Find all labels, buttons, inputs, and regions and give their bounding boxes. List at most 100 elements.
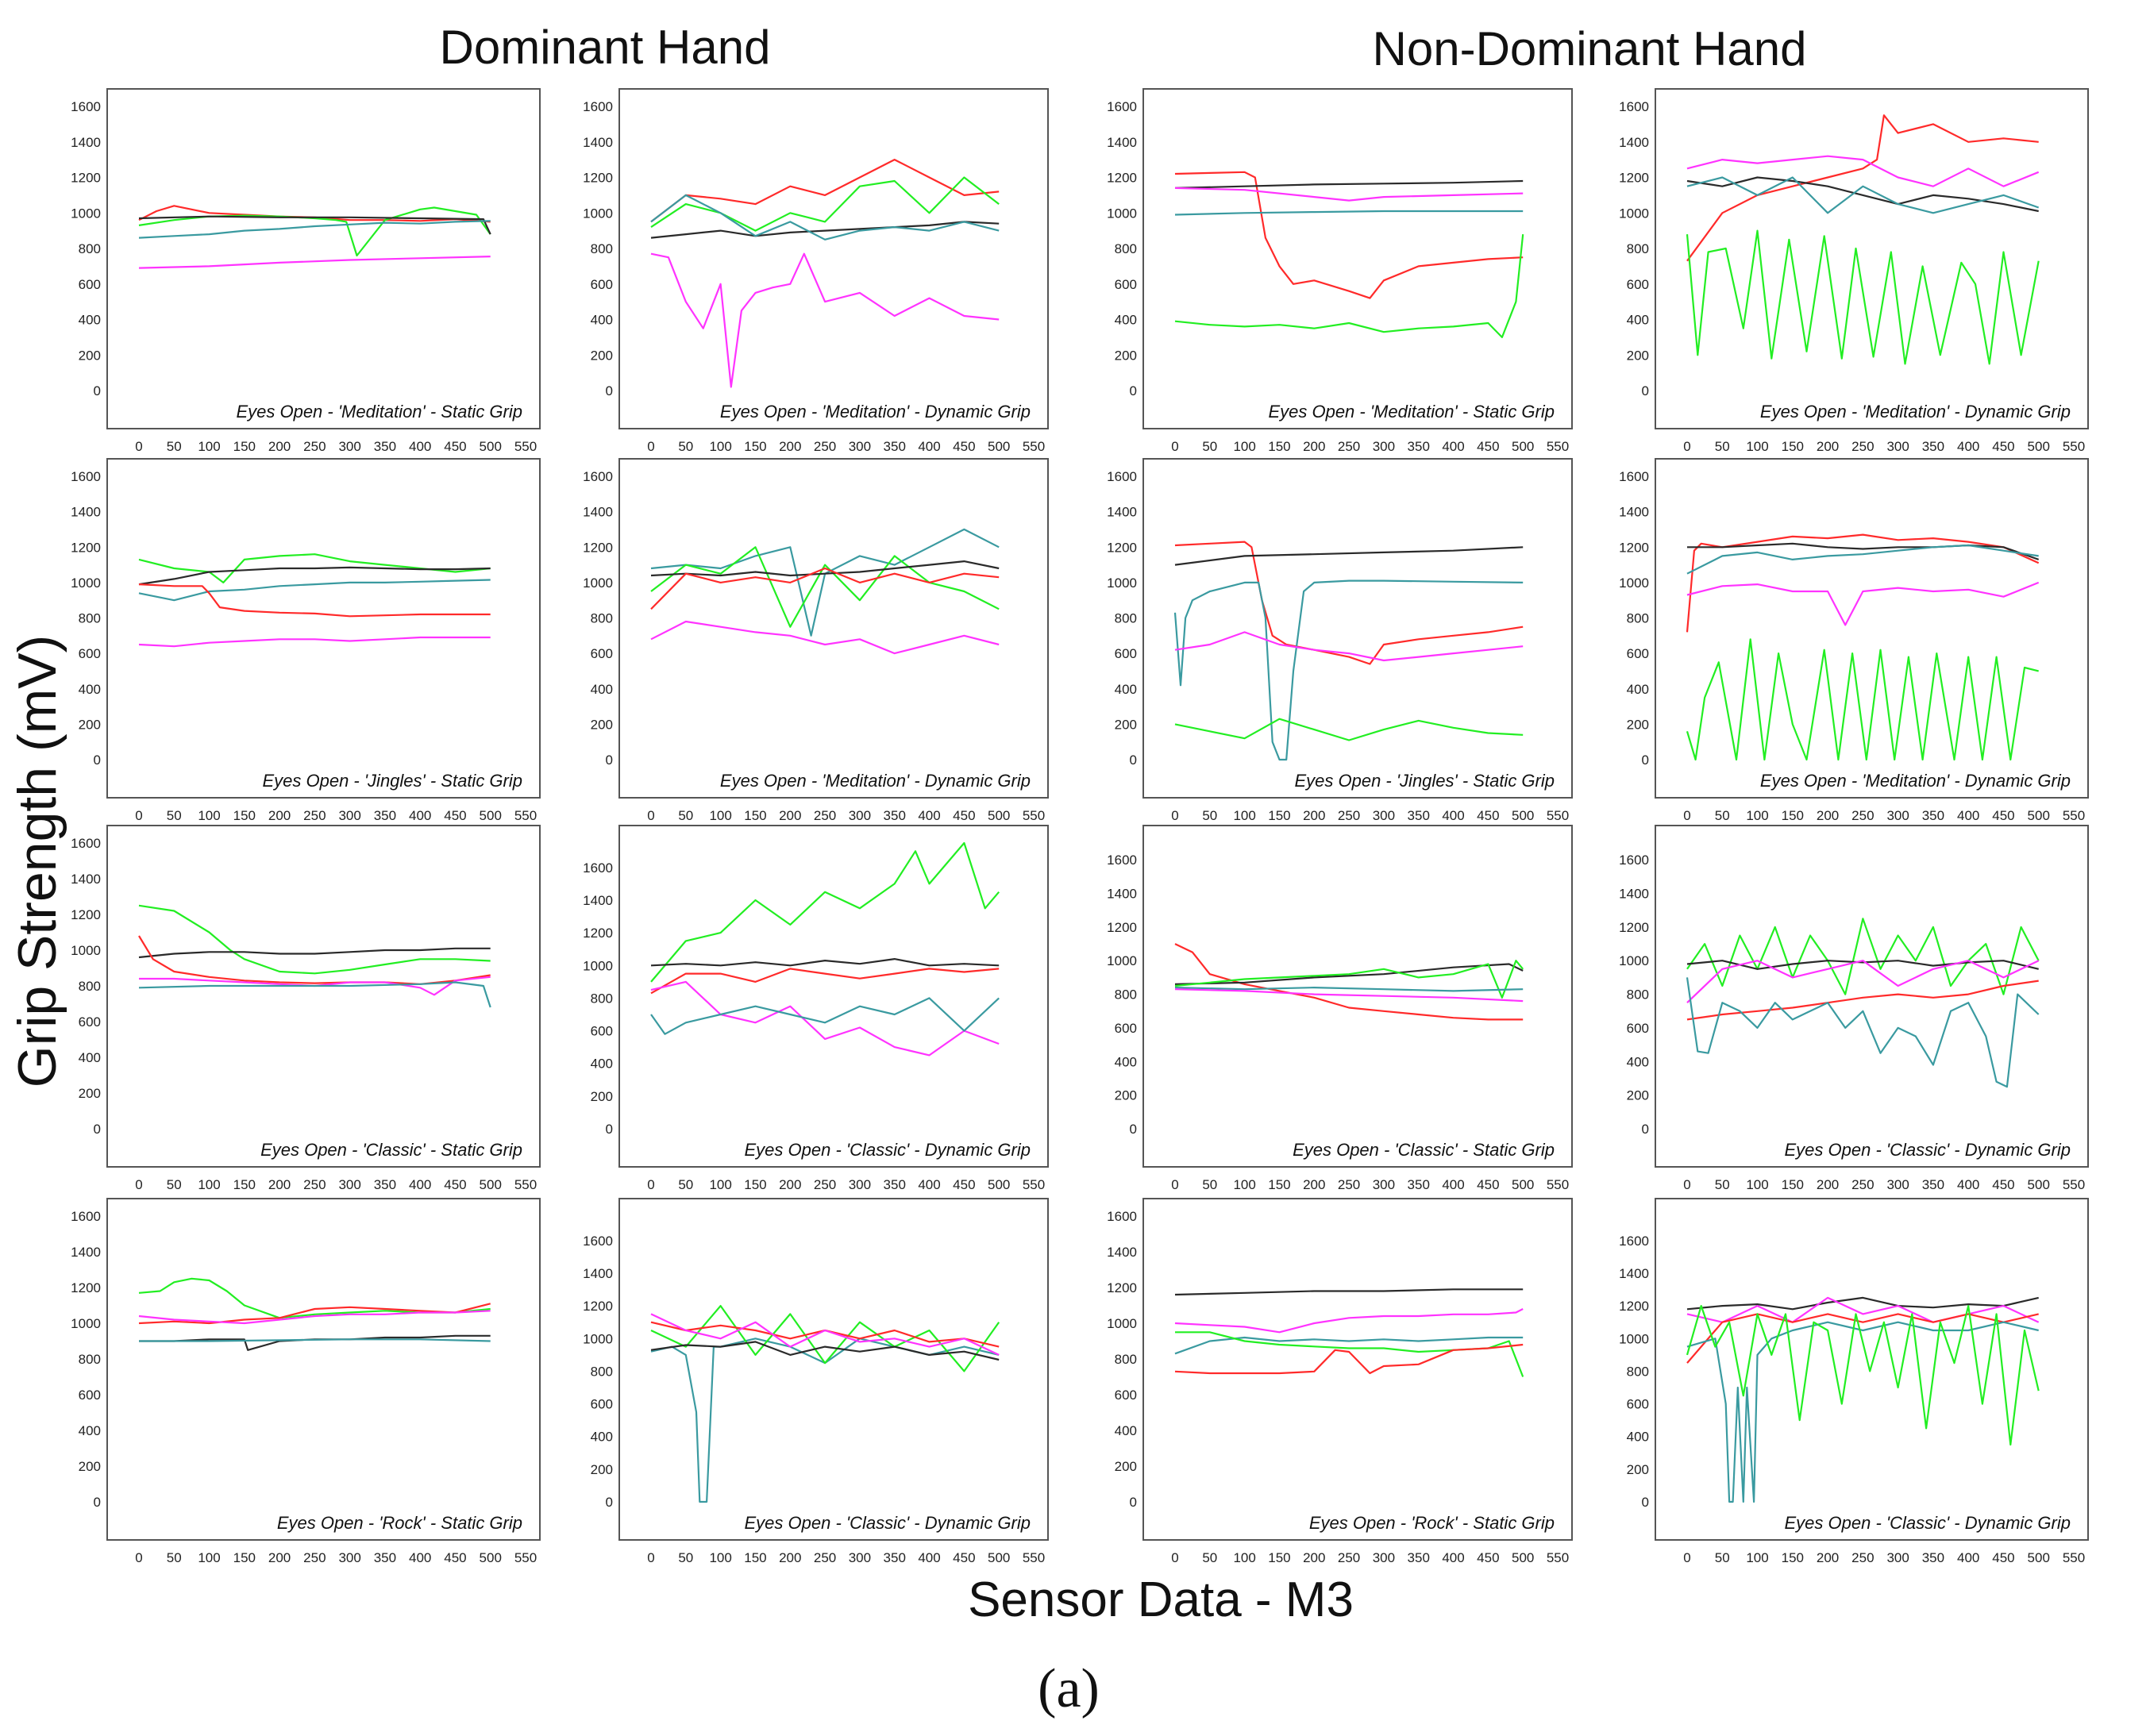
y-tick-label: 1200 bbox=[1107, 540, 1137, 555]
y-tick-label: 1400 bbox=[583, 1266, 613, 1281]
y-tick-label: 600 bbox=[1627, 277, 1649, 292]
x-tick-label: 550 bbox=[514, 808, 537, 823]
series-line-green bbox=[1686, 1304, 2040, 1446]
y-tick-label: 1000 bbox=[1619, 953, 1649, 968]
chart-panel: 0 200 400 600 800 1000 1200 1400 1600 0 50 100 150 20… bbox=[583, 1198, 1049, 1565]
x-tick-label: 300 bbox=[849, 808, 871, 823]
y-tick-label: 0 bbox=[1130, 1495, 1137, 1510]
y-tick-label: 1000 bbox=[1107, 575, 1137, 591]
y-tick-label: 1000 bbox=[583, 958, 613, 973]
series-line-black bbox=[650, 957, 1000, 967]
x-tick-label: 150 bbox=[1268, 439, 1290, 454]
x-tick-label: 150 bbox=[233, 1177, 256, 1192]
y-tick-label: 400 bbox=[591, 682, 613, 697]
y-tick-label: 1000 bbox=[71, 206, 101, 221]
x-tick-label: 400 bbox=[1442, 1550, 1464, 1565]
y-tick-label: 400 bbox=[1115, 313, 1137, 328]
y-tick-label: 200 bbox=[1115, 348, 1137, 363]
panel-frame bbox=[618, 1198, 1049, 1541]
series-line-magenta bbox=[650, 620, 1000, 655]
x-tick-label: 50 bbox=[1202, 439, 1217, 454]
panel-frame bbox=[1142, 458, 1573, 799]
series-line-black bbox=[1174, 546, 1524, 566]
x-tick-label: 400 bbox=[1442, 808, 1464, 823]
x-tick-label: 550 bbox=[1023, 808, 1045, 823]
series-line-magenta bbox=[1686, 1296, 2040, 1323]
x-tick-label: 350 bbox=[884, 808, 906, 823]
y-tick-label: 1200 bbox=[583, 926, 613, 941]
x-tick-label: 250 bbox=[814, 1550, 836, 1565]
x-tick-label: 350 bbox=[884, 1550, 906, 1565]
y-tick-label: 1000 bbox=[583, 1331, 613, 1346]
y-tick-label: 0 bbox=[1130, 753, 1137, 768]
x-tick-label: 400 bbox=[918, 808, 940, 823]
series-line-black bbox=[1687, 542, 2040, 560]
x-tick-label: 500 bbox=[480, 1550, 502, 1565]
series-line-magenta bbox=[1686, 581, 2040, 626]
series-line-magenta bbox=[650, 252, 1000, 388]
y-tick-label: 1200 bbox=[1619, 171, 1649, 186]
panel-frame bbox=[106, 1198, 541, 1541]
series-line-red bbox=[138, 1303, 491, 1325]
x-tick-label: 300 bbox=[849, 439, 871, 454]
x-tick-label: 400 bbox=[918, 1177, 940, 1192]
x-tick-label: 100 bbox=[1746, 439, 1768, 454]
x-tick-label: 300 bbox=[1886, 1550, 1909, 1565]
x-tick-label: 200 bbox=[1817, 439, 1839, 454]
y-tick-label: 1600 bbox=[1619, 99, 1649, 114]
chart-panel: 0 200 400 600 800 1000 1200 1400 1600 0 50 100 150 20… bbox=[583, 458, 1049, 823]
x-tick-label: 300 bbox=[1373, 1177, 1395, 1192]
series-line-magenta bbox=[1174, 187, 1524, 202]
y-tick-label: 800 bbox=[1627, 241, 1649, 256]
y-tick-label: 400 bbox=[1627, 1054, 1649, 1069]
y-tick-label: 400 bbox=[1627, 1430, 1649, 1445]
x-tick-label: 150 bbox=[1268, 808, 1290, 823]
panel-caption: Eyes Open - 'Meditation' - Dynamic Grip bbox=[720, 771, 1031, 791]
y-tick-label: 200 bbox=[591, 1462, 613, 1477]
series-line-magenta bbox=[1686, 960, 2040, 1003]
x-tick-label: 100 bbox=[198, 808, 220, 823]
y-tick-label: 200 bbox=[591, 348, 613, 363]
x-tick-label: 250 bbox=[303, 1550, 326, 1565]
x-tick-label: 100 bbox=[1233, 1550, 1255, 1565]
y-tick-label: 1400 bbox=[583, 505, 613, 520]
x-tick-label: 150 bbox=[1268, 1550, 1290, 1565]
panel-caption: Eyes Open - 'Rock' - Static Grip bbox=[1309, 1513, 1555, 1533]
x-tick-label: 250 bbox=[1851, 439, 1874, 454]
series-line-green bbox=[1174, 718, 1524, 741]
x-tick-label: 100 bbox=[1746, 808, 1768, 823]
x-tick-label: 150 bbox=[744, 1550, 766, 1565]
chart-panel: 0 200 400 600 800 1000 1200 1400 1600 0 50 100 150 20… bbox=[583, 825, 1049, 1192]
series-line-teal bbox=[139, 1338, 491, 1342]
y-tick-label: 800 bbox=[79, 241, 101, 256]
x-tick-label: 350 bbox=[1408, 1177, 1430, 1192]
series-line-magenta bbox=[138, 256, 491, 269]
chart-panel: 0 200 400 600 800 1000 1200 1400 1600 0 50 100 150 20… bbox=[1619, 458, 2089, 823]
x-tick-label: 500 bbox=[2028, 1550, 2050, 1565]
series-line-black bbox=[1686, 1296, 2039, 1311]
x-tick-label: 500 bbox=[1512, 1550, 1534, 1565]
y-tick-label: 1000 bbox=[1619, 575, 1649, 591]
x-tick-label: 50 bbox=[167, 808, 182, 823]
x-tick-label: 550 bbox=[1547, 808, 1569, 823]
x-tick-label: 550 bbox=[1547, 1550, 1569, 1565]
y-tick-label: 400 bbox=[1115, 1054, 1137, 1069]
x-tick-label: 350 bbox=[374, 1550, 396, 1565]
x-tick-label: 250 bbox=[303, 1177, 326, 1192]
series-line-red bbox=[1686, 1313, 2039, 1364]
x-tick-label: 550 bbox=[2063, 1177, 2085, 1192]
x-tick-label: 50 bbox=[678, 439, 693, 454]
y-tick-label: 1400 bbox=[583, 135, 613, 150]
y-tick-label: 600 bbox=[79, 646, 101, 661]
y-tick-label: 1600 bbox=[1619, 1234, 1649, 1249]
x-tick-label: 200 bbox=[268, 439, 291, 454]
x-tick-label: 350 bbox=[374, 439, 396, 454]
y-tick-label: 1400 bbox=[1107, 135, 1137, 150]
y-tick-label: 800 bbox=[591, 991, 613, 1006]
chart-panel: 0 200 400 600 800 1000 1200 1400 1600 0 50 100 150 20… bbox=[71, 1198, 541, 1565]
y-tick-label: 200 bbox=[1627, 348, 1649, 363]
y-tick-label: 0 bbox=[1642, 1495, 1649, 1510]
panel-frame bbox=[106, 88, 541, 429]
series-line-magenta bbox=[1686, 155, 2040, 187]
y-tick-label: 200 bbox=[1115, 1088, 1137, 1103]
